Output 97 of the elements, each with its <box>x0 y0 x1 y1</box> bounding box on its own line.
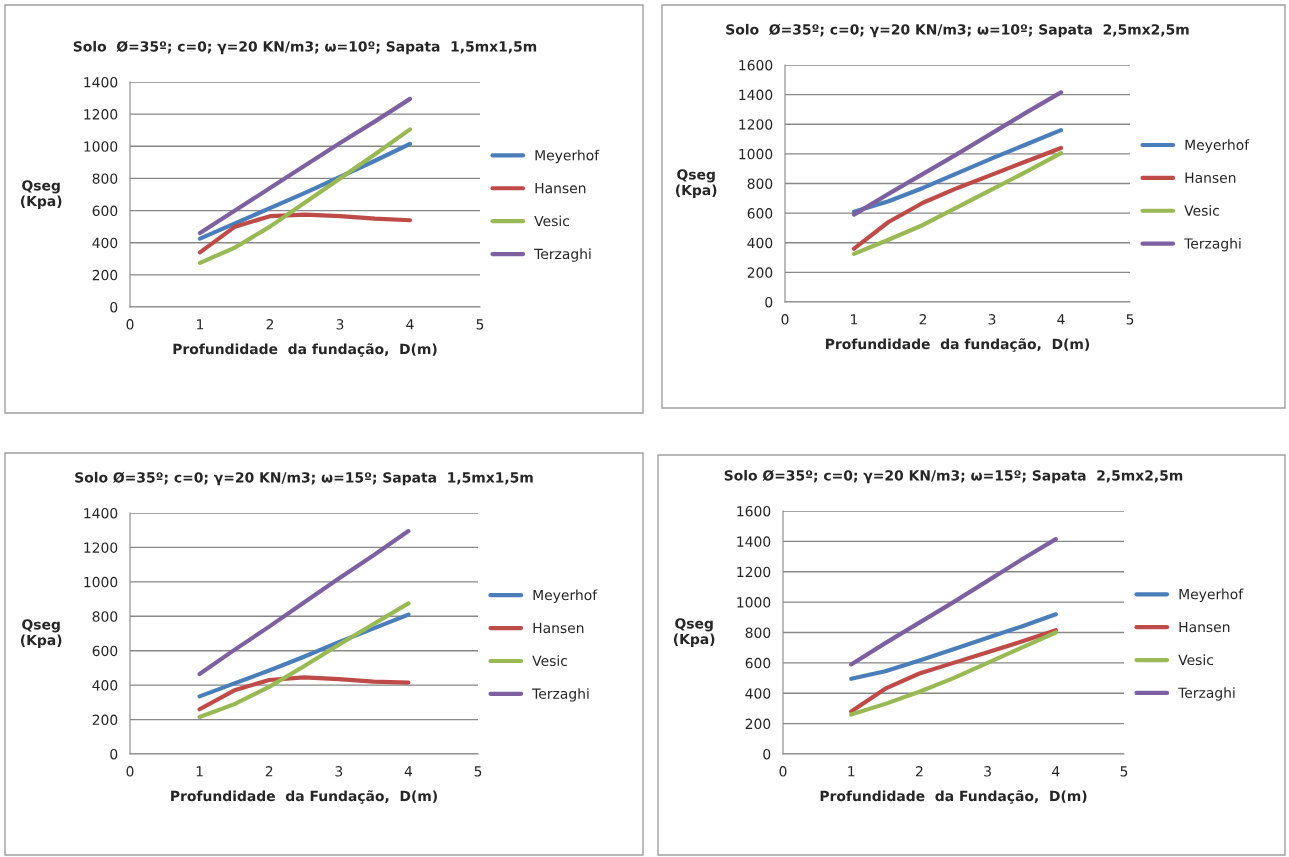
y-tick-label: 200 <box>747 267 773 278</box>
legend-label: Terzaghi <box>532 688 589 702</box>
x-tick-label: 3 <box>336 319 344 330</box>
y-tick-label: 400 <box>745 688 771 699</box>
x-tick-label: 0 <box>781 314 789 325</box>
legend-label: Vesic <box>1184 205 1220 216</box>
x-tick-label: 4 <box>1052 766 1060 777</box>
line-series <box>197 601 411 720</box>
y-axis-title: Qseg (Kpa) <box>20 619 62 648</box>
y-tick-label: 1000 <box>739 148 773 160</box>
legend-label: Terzaghi <box>1184 237 1241 252</box>
legend-label: Vesic <box>532 655 568 667</box>
chart-title: Solo Ø=35º; c=0; γ=20 KN/m3; ω=15º; Sapata 2,5mx2,5m <box>724 469 1183 484</box>
y-tick-label: 600 <box>92 205 118 217</box>
x-tick-label: 0 <box>126 319 134 330</box>
legend-label: Meyerhof <box>533 589 598 603</box>
line-series <box>197 675 411 712</box>
y-tick-label: 0 <box>110 301 118 313</box>
x-axis-title: Profundidade da fundação, D(m) <box>826 338 1090 352</box>
legend-label: Meyerhof <box>1185 139 1250 153</box>
legend-label: Hansen <box>1185 172 1236 183</box>
y-tick-label: 0 <box>763 748 771 760</box>
line-series <box>197 141 413 241</box>
legend-label: Meyerhof <box>1179 588 1244 603</box>
y-tick-label: 400 <box>92 237 118 249</box>
line-series <box>849 612 1058 681</box>
line-series <box>849 537 1058 667</box>
y-axis-title: Qseg (Kpa) <box>20 180 62 209</box>
x-tick-label: 0 <box>126 766 134 777</box>
legend-label: Vesic <box>534 215 570 227</box>
line-series <box>197 96 413 236</box>
y-tick-label: 1400 <box>737 536 771 547</box>
y-tick-label: 0 <box>110 748 118 760</box>
y-tick-label: 1400 <box>84 507 118 519</box>
x-tick-label: 5 <box>474 766 482 777</box>
y-axis-title: Qseg (Kpa) <box>675 169 717 198</box>
y-tick-label: 800 <box>92 173 118 184</box>
y-tick-label: 1600 <box>737 505 771 517</box>
x-tick-label: 2 <box>266 319 274 330</box>
y-tick-label: 600 <box>92 645 118 657</box>
x-tick-label: 2 <box>265 766 273 777</box>
x-tick-label: 3 <box>335 766 343 777</box>
y-axis-title: Qseg (Kpa) <box>673 618 715 647</box>
x-tick-label: 5 <box>476 319 484 330</box>
line-series <box>197 127 413 265</box>
y-tick-label: 1200 <box>84 542 118 553</box>
y-tick-label: 0 <box>765 296 773 308</box>
chart-title: Solo Ø=35º; c=0; γ=20 KN/m3; ω=15º; Sapata 1,5mx1,5m <box>75 471 533 486</box>
y-tick-label: 800 <box>92 611 118 622</box>
y-tick-label: 1000 <box>737 597 771 608</box>
x-tick-label: 5 <box>1126 314 1134 325</box>
chart-title: Solo Ø=35º; c=0; γ=20 KN/m3; ω=10º; Sapata 1,5mx1,5m <box>73 40 537 55</box>
legend-label: Hansen <box>1179 621 1230 633</box>
line-series <box>197 212 413 255</box>
chart-title: Solo Ø=35º; c=0; γ=20 KN/m3; ω=10º; Sapata 2,5mx2,5m <box>726 23 1189 38</box>
x-tick-label: 5 <box>1120 766 1128 777</box>
x-tick-label: 3 <box>984 766 991 777</box>
y-tick-label: 200 <box>92 714 118 726</box>
y-tick-label: 1200 <box>84 109 118 120</box>
y-tick-label: 1400 <box>739 89 773 101</box>
y-tick-label: 200 <box>745 718 771 730</box>
y-tick-label: 1200 <box>737 566 771 578</box>
y-tick-label: 1000 <box>84 141 118 152</box>
x-axis-title: Profundidade da Fundação, D(m) <box>820 790 1087 804</box>
line-series <box>851 90 1064 217</box>
legend-label: Hansen <box>533 622 584 634</box>
x-tick-label: 4 <box>1057 314 1065 325</box>
y-tick-label: 400 <box>747 237 773 249</box>
legend-label: Vesic <box>1178 654 1214 666</box>
x-tick-label: 2 <box>919 314 927 325</box>
y-tick-label: 1000 <box>84 576 118 588</box>
x-tick-label: 1 <box>848 766 855 777</box>
x-axis-title: Profundidade da Fundação, D(m) <box>171 790 437 804</box>
y-tick-label: 600 <box>745 657 771 669</box>
legend-label: Terzaghi <box>1178 687 1235 701</box>
x-tick-label: 1 <box>196 766 203 777</box>
x-tick-label: 4 <box>406 319 414 330</box>
legend-label: Hansen <box>535 183 586 194</box>
x-tick-label: 1 <box>851 314 858 325</box>
x-tick-label: 0 <box>779 766 787 777</box>
y-tick-label: 800 <box>745 627 771 638</box>
y-tick-label: 1400 <box>84 76 118 88</box>
x-tick-label: 4 <box>404 766 413 777</box>
x-axis-title: Profundidade da fundação, D(m) <box>173 343 437 357</box>
legend-label: Meyerhof <box>535 149 600 164</box>
y-tick-label: 1600 <box>739 59 773 71</box>
y-tick-label: 1200 <box>739 119 773 130</box>
y-tick-label: 400 <box>92 680 118 691</box>
x-tick-label: 1 <box>197 319 204 330</box>
x-tick-label: 2 <box>916 766 923 777</box>
y-tick-label: 600 <box>747 208 773 219</box>
line-series <box>197 528 411 677</box>
y-tick-label: 200 <box>92 269 118 281</box>
legend-label: Terzaghi <box>534 248 591 262</box>
y-tick-label: 800 <box>747 178 773 189</box>
x-tick-label: 3 <box>988 314 996 325</box>
line-series <box>851 128 1064 214</box>
